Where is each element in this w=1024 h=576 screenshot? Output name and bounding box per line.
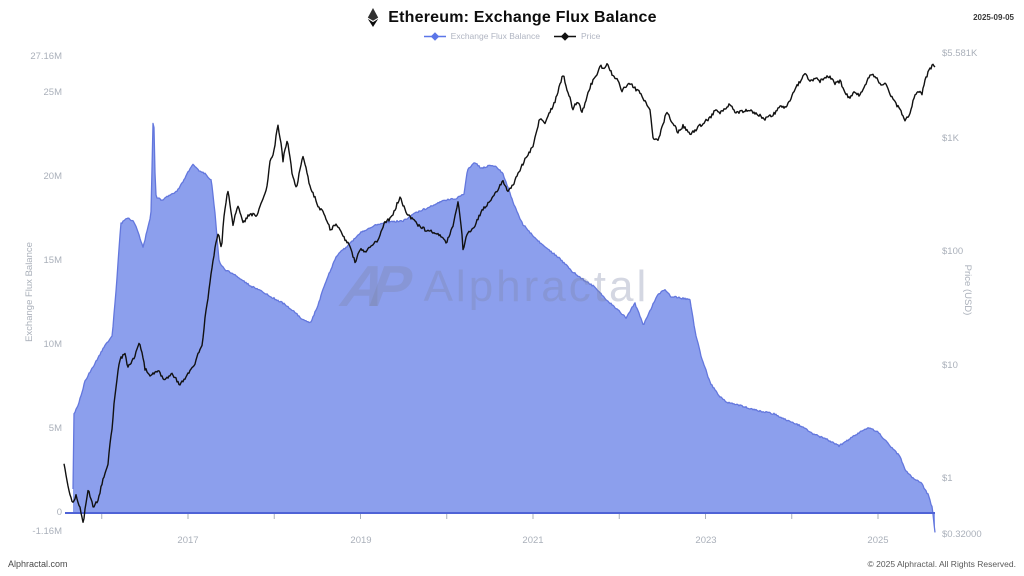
left-axis-tick-label: 0 <box>56 507 62 518</box>
x-axis-tick-label: 2017 <box>177 535 199 546</box>
left-axis-tick-label: 10M <box>43 339 62 350</box>
left-axis-title: Exchange Flux Balance <box>24 242 35 342</box>
header: Ethereum: Exchange Flux Balance <box>0 8 1024 27</box>
flux-area-series <box>73 123 935 533</box>
x-axis-tick-label: 2023 <box>695 535 717 546</box>
x-axis-tick-label: 2021 <box>522 535 544 546</box>
legend-label: Exchange Flux Balance <box>450 31 540 41</box>
left-axis-tick-label: -1.16M <box>32 526 62 537</box>
legend-item-price[interactable]: Price <box>553 31 601 41</box>
right-axis-tick-label: $1 <box>942 473 953 484</box>
left-axis-tick-label: 25M <box>43 87 62 98</box>
page-title: Ethereum: Exchange Flux Balance <box>388 8 657 26</box>
date-label: 2025-09-05 <box>973 13 1014 22</box>
left-axis-tick-label: 15M <box>43 255 62 266</box>
left-axis-tick-label: 20M <box>43 171 62 182</box>
right-axis-tick-label: $10 <box>942 360 958 371</box>
right-axis-tick-label: $0.32000 <box>942 529 982 540</box>
ethereum-icon <box>368 8 379 27</box>
left-axis-tick-label: 5M <box>48 423 62 434</box>
legend: Exchange Flux Balance Price <box>0 31 1024 41</box>
footer-copyright: © 2025 Alphractal. All Rights Reserved. <box>867 559 1016 569</box>
left-axis-tick-label: 27.16M <box>30 51 62 62</box>
flux-legend-marker-icon <box>423 31 446 41</box>
price-line-series <box>63 63 936 523</box>
legend-label: Price <box>580 31 601 41</box>
x-axis-tick-label: 2019 <box>350 535 372 546</box>
footer-site-link[interactable]: Alphractal.com <box>8 559 68 569</box>
right-axis-tick-label: $100 <box>942 246 964 257</box>
right-axis-tick-label: $1K <box>942 133 959 144</box>
right-axis-tick-label: $5.581K <box>942 48 978 59</box>
x-axis-tick-label: 2025 <box>867 535 889 546</box>
legend-item-exchange-flux-balance[interactable]: Exchange Flux Balance <box>423 31 540 41</box>
price-legend-marker-icon <box>553 31 576 41</box>
flux-area-edge <box>72 122 936 533</box>
